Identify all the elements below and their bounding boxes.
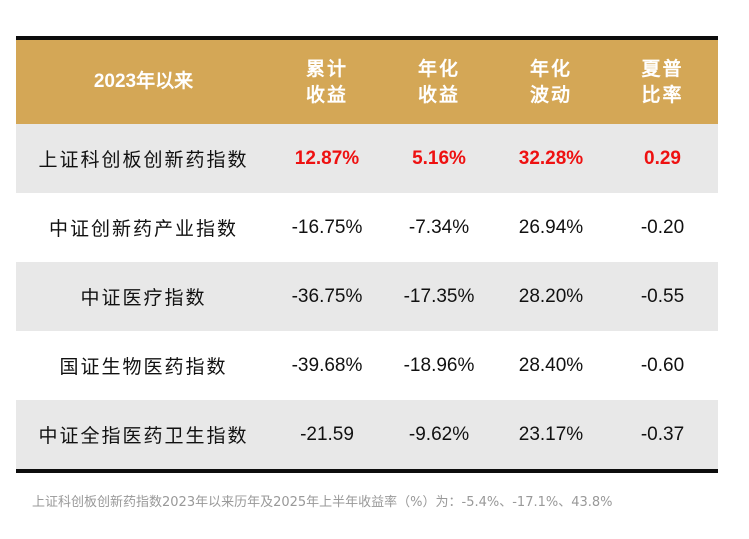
annualized-return-value: -17.35% — [403, 285, 475, 307]
cumulative-return-value: 12.87% — [294, 147, 360, 169]
cumulative-return-value: -21.59 — [300, 423, 354, 445]
table-row: 上证科创板创新药指数 12.87% 5.16% 32.28% 0.29 — [16, 124, 718, 193]
table-row: 中证医疗指数 -36.75% -17.35% 28.20% -0.55 — [16, 262, 718, 331]
table-row: 中证全指医药卫生指数 -21.59 -9.62% 23.17% -0.37 — [16, 400, 718, 469]
header-annualized-volatility-line1: 年化 — [529, 58, 572, 80]
header-period: 2023年以来 — [93, 71, 194, 92]
sharpe-ratio-value: -0.37 — [640, 423, 685, 445]
header-cumulative-return: 累计 收益 — [271, 56, 383, 108]
index-name: 中证创新药产业指数 — [48, 218, 238, 240]
index-name: 国证生物医药指数 — [59, 356, 228, 378]
annualized-return-value: -7.34% — [408, 216, 470, 238]
table-bottom-rule — [16, 469, 718, 473]
header-cumulative-return-line1: 累计 — [305, 58, 348, 80]
performance-table: 2023年以来 累计 收益 年化 收益 年化 波动 夏普 比率 上证科创板创新药… — [16, 36, 718, 473]
header-sharpe-ratio-line2: 比率 — [641, 84, 684, 106]
annualized-volatility-value: 28.20% — [518, 285, 584, 307]
annualized-return-value: -9.62% — [408, 423, 470, 445]
footnote: 上证科创板创新药指数2023年以来历年及2025年上半年收益率（%）为：-5.4… — [32, 495, 613, 510]
sharpe-ratio-value: -0.55 — [640, 285, 685, 307]
header-annualized-return-line1: 年化 — [417, 58, 460, 80]
sharpe-ratio-value: -0.20 — [640, 216, 685, 238]
header-annualized-return-line2: 收益 — [417, 84, 460, 106]
cumulative-return-value: -16.75% — [291, 216, 363, 238]
annualized-volatility-value: 23.17% — [518, 423, 584, 445]
sharpe-ratio-value: 0.29 — [644, 147, 681, 169]
annualized-return-value: -18.96% — [403, 354, 475, 376]
header-sharpe-ratio-line1: 夏普 — [641, 58, 684, 80]
header-annualized-return: 年化 收益 — [383, 56, 495, 108]
annualized-volatility-value: 26.94% — [518, 216, 584, 238]
annualized-volatility-value: 28.40% — [518, 354, 584, 376]
cumulative-return-value: -39.68% — [291, 354, 363, 376]
header-cumulative-return-line2: 收益 — [305, 84, 348, 106]
cumulative-return-value: -36.75% — [291, 285, 363, 307]
header-annualized-volatility: 年化 波动 — [495, 56, 607, 108]
annualized-return-value: 5.16% — [412, 147, 466, 169]
index-name: 上证科创板创新药指数 — [38, 149, 249, 171]
index-name: 中证医疗指数 — [80, 287, 207, 309]
annualized-volatility-value: 32.28% — [518, 147, 584, 169]
sharpe-ratio-value: -0.60 — [640, 354, 685, 376]
table-row: 国证生物医药指数 -39.68% -18.96% 28.40% -0.60 — [16, 331, 718, 400]
index-name: 中证全指医药卫生指数 — [38, 425, 249, 447]
header-annualized-volatility-line2: 波动 — [529, 84, 572, 106]
table-row: 中证创新药产业指数 -16.75% -7.34% 26.94% -0.20 — [16, 193, 718, 262]
header-sharpe-ratio: 夏普 比率 — [607, 56, 718, 108]
table-header-row: 2023年以来 累计 收益 年化 收益 年化 波动 夏普 比率 — [16, 40, 718, 124]
table-top-rule — [16, 36, 718, 40]
